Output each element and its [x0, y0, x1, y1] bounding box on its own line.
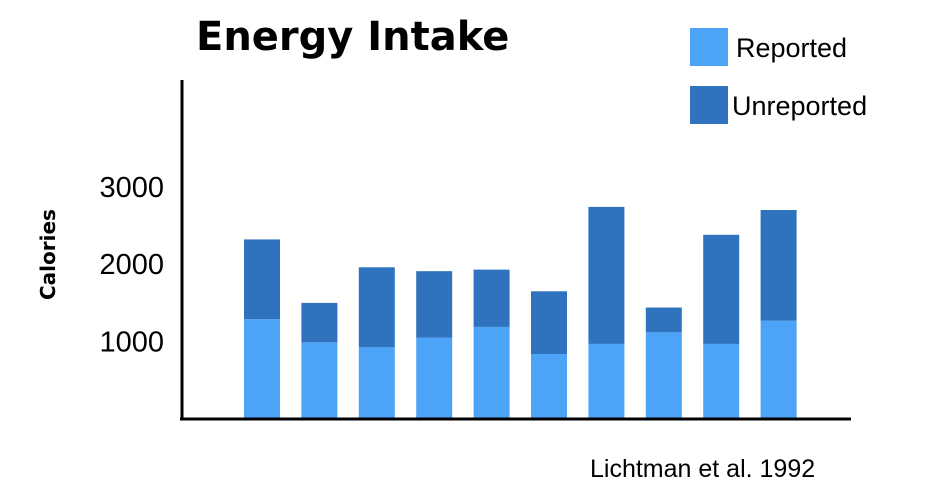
legend-label-reported: Reported — [736, 33, 847, 63]
bar-reported-9 — [703, 343, 740, 419]
bar-reported-3 — [358, 347, 395, 419]
bar-unreported-2 — [301, 302, 338, 343]
legend-swatch-reported — [690, 28, 728, 66]
bar-reported-8 — [645, 332, 682, 419]
bar-reported-10 — [760, 320, 797, 419]
bar-reported-4 — [416, 337, 453, 419]
bar-unreported-8 — [645, 307, 682, 333]
legend-label-unreported: Unreported — [732, 91, 867, 121]
legend-swatch-unreported — [690, 86, 728, 124]
bar-unreported-5 — [473, 269, 510, 327]
bar-unreported-4 — [416, 271, 453, 338]
chart-title: Energy Intake — [196, 14, 509, 60]
bar-unreported-1 — [244, 239, 280, 320]
y-axis-ticks: 1000 2000 3000 — [99, 172, 164, 359]
y-axis-label: Calories — [36, 209, 60, 300]
y-tick-label: 1000 — [99, 327, 164, 359]
bar-unreported-10 — [760, 210, 797, 321]
bar-reported-5 — [473, 326, 510, 419]
y-tick-label: 3000 — [99, 172, 164, 204]
legend: Reported Unreported — [690, 28, 867, 124]
bar-reported-2 — [301, 342, 338, 419]
bar-unreported-7 — [588, 206, 625, 344]
bar-unreported-3 — [358, 267, 395, 348]
source-note: Lichtman et al. 1992 — [590, 455, 815, 483]
bars — [244, 206, 797, 419]
y-tick-label: 2000 — [99, 249, 164, 281]
bar-unreported-9 — [703, 234, 740, 344]
bar-reported-1 — [244, 319, 280, 419]
bar-unreported-6 — [531, 291, 567, 354]
bar-reported-7 — [588, 343, 625, 419]
bar-reported-6 — [531, 353, 567, 419]
